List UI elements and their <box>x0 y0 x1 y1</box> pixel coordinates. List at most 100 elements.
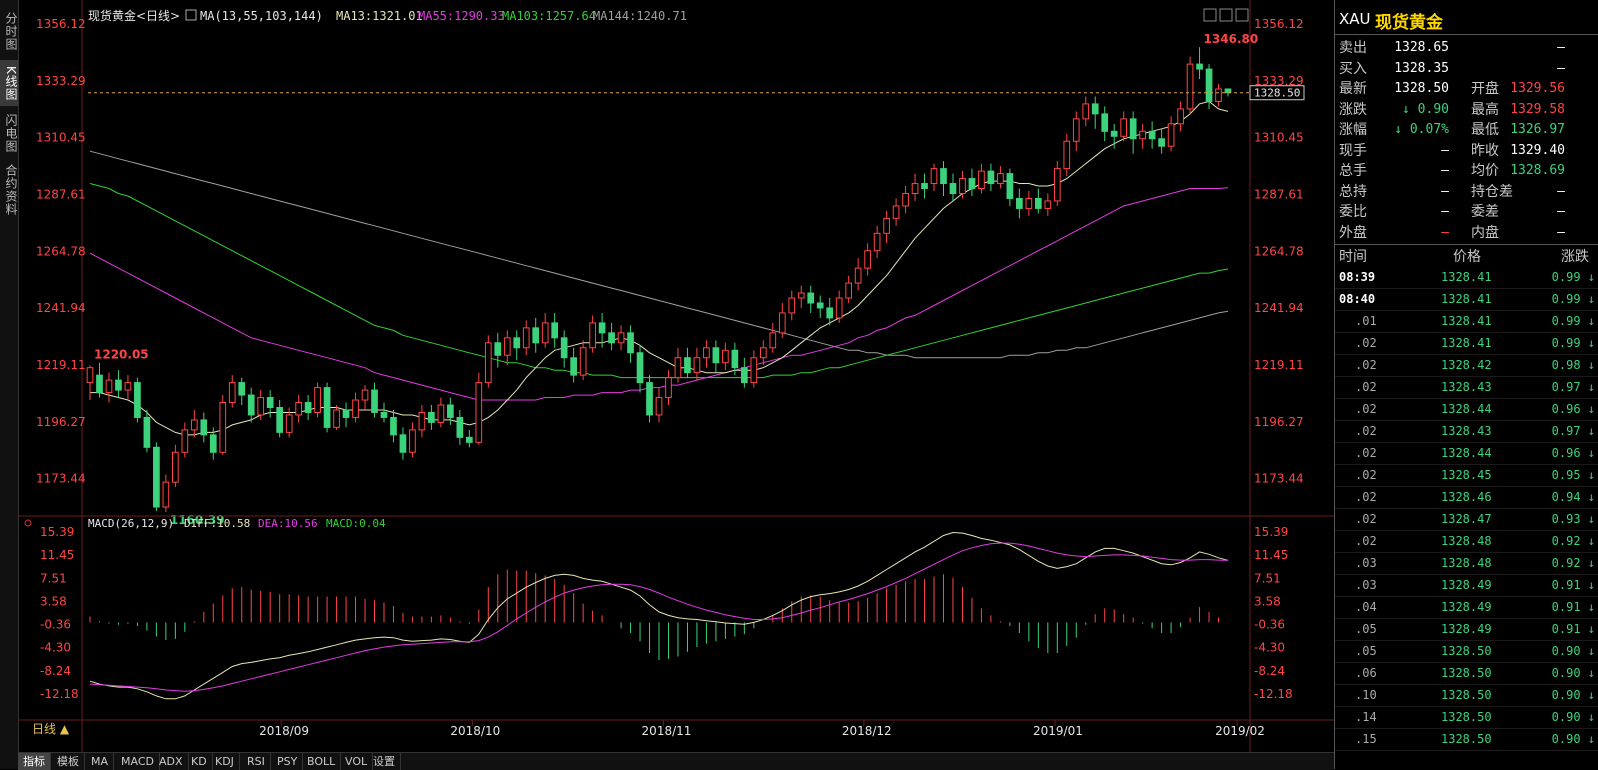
indicator-tab[interactable]: ADX <box>154 753 189 770</box>
tick-time: .02 <box>1355 490 1377 504</box>
candle-body <box>807 292 815 304</box>
candle-body <box>295 402 302 416</box>
diff-line <box>89 531 1229 700</box>
layout-icon[interactable] <box>1203 8 1217 22</box>
macd-tick-left: -12.18 <box>40 687 79 701</box>
indicator-tab[interactable]: 模板 <box>52 753 85 770</box>
candle-body <box>1044 200 1052 209</box>
candle-body <box>143 416 151 448</box>
tick-change: 0.99 ↓ <box>1551 314 1595 328</box>
indicator-tab[interactable]: 指标 <box>18 753 51 770</box>
tick-time: .02 <box>1355 380 1377 394</box>
indicator-tab[interactable]: MA <box>86 753 115 770</box>
quote-value: — <box>1441 224 1449 240</box>
candle-body <box>484 342 492 384</box>
period-selector[interactable]: 日线 ▲ <box>32 722 70 736</box>
quote-label: 持仓差 <box>1471 183 1513 200</box>
candle-body <box>1072 118 1080 142</box>
tick-change: 0.90 ↓ <box>1551 710 1595 724</box>
quote-label: 涨幅 <box>1339 122 1367 138</box>
indicator-tab[interactable]: RSI <box>242 753 271 770</box>
candle-body <box>522 327 530 349</box>
tab-timeshare[interactable]: 分时图 <box>4 11 18 51</box>
candle-body <box>1129 118 1137 140</box>
macd-settings-icon[interactable] <box>24 519 32 527</box>
tick-change: 0.97 ↓ <box>1551 424 1595 438</box>
quote-label: 开盘 <box>1471 81 1499 97</box>
tick-change: 0.99 ↓ <box>1551 336 1595 350</box>
ma-settings-icon[interactable] <box>185 9 197 21</box>
quote-value: 1326.97 <box>1510 122 1565 137</box>
macd-tick-left: 3.58 <box>40 594 67 608</box>
tick-row: .14 1328.50 0.90 ↓ <box>1335 706 1598 729</box>
indicator-tab[interactable]: MACD <box>116 753 160 770</box>
indicator-tab[interactable]: VOL <box>340 753 374 770</box>
quote-label: 现手 <box>1339 142 1367 159</box>
ma13-line <box>90 100 1229 436</box>
tick-change: 0.91 ↓ <box>1551 622 1595 636</box>
macd-tick-right: 7.51 <box>1254 571 1281 585</box>
tick-time: 08:39 <box>1339 270 1376 284</box>
candle-body <box>503 337 511 356</box>
candle-body <box>285 414 293 433</box>
candle-body <box>399 434 407 453</box>
macd-params: MACD(26,12,9) <box>88 517 174 530</box>
kline-chart[interactable]: 现货黄金<日线> MA(13,55,103,144) MA13:1321.01 … <box>18 0 1334 752</box>
quote-label: 总持 <box>1339 183 1367 200</box>
tick-price: 1328.49 <box>1441 600 1492 614</box>
indicator-tab[interactable]: PSY <box>272 753 304 770</box>
indicator-tab[interactable]: KD <box>186 753 213 770</box>
candle-body <box>911 183 919 195</box>
candle-body <box>835 297 843 319</box>
tick-price: 1328.50 <box>1441 710 1492 724</box>
quote-label: 委差 <box>1471 204 1499 220</box>
indicator-tab[interactable]: 设置 <box>368 753 401 770</box>
candle-body <box>409 429 416 453</box>
tick-header-time: 时间 <box>1339 249 1367 265</box>
candle-body <box>731 349 739 369</box>
candle-body <box>703 347 710 359</box>
candle-body <box>921 183 928 190</box>
indicator-tab[interactable]: BOLL <box>302 753 342 770</box>
candle-body <box>627 332 634 354</box>
indicator-tab[interactable]: KDJ <box>210 753 240 770</box>
tick-price: 1328.47 <box>1441 512 1492 526</box>
window-icon[interactable] <box>1219 8 1233 22</box>
panel-divider <box>1335 34 1598 35</box>
price-tick-left: 1310.45 <box>36 131 86 145</box>
candle-body <box>646 382 653 416</box>
tick-change: 0.90 ↓ <box>1551 644 1595 658</box>
candle-body <box>949 183 957 195</box>
ma103-line <box>89 183 1229 379</box>
tick-row: .05 1328.49 0.91 ↓ <box>1335 618 1598 641</box>
tick-row: 08:40 1328.41 0.99 ↓ <box>1335 288 1598 311</box>
candle-body <box>361 389 369 401</box>
candle-body <box>769 332 777 349</box>
candle-body <box>1006 173 1014 199</box>
tick-change: 0.90 ↓ <box>1551 732 1595 746</box>
tab-kline[interactable]: K线图 <box>0 60 18 106</box>
price-tick-right: 1264.78 <box>1254 244 1304 258</box>
date-label: 2018/10 <box>450 724 500 738</box>
quote-row: 总手 — 均价 1328.69 <box>1335 161 1598 181</box>
quote-row: 最新 1328.50 开盘 1329.56 <box>1335 79 1598 99</box>
tick-price: 1328.50 <box>1441 688 1492 702</box>
tab-contract-info[interactable]: 合约资料 <box>4 164 18 216</box>
candle-body <box>1148 130 1156 140</box>
candle-body <box>86 367 94 384</box>
ma-lines <box>89 100 1229 436</box>
candle-body <box>873 232 881 252</box>
close-icon[interactable] <box>1235 8 1249 22</box>
quote-row: 现手 — 昨收 1329.40 <box>1335 141 1598 161</box>
macd-tick-right: -0.36 <box>1254 618 1285 632</box>
tick-time: .02 <box>1355 468 1377 482</box>
quote-label: 总手 <box>1339 163 1367 179</box>
tab-flash[interactable]: 闪电图 <box>4 113 18 153</box>
quote-value: 1328.65 <box>1394 40 1449 55</box>
candle-body <box>797 292 805 299</box>
candle-body <box>560 337 568 359</box>
candle-body <box>1177 108 1184 125</box>
candle-body <box>238 382 246 396</box>
quote-label: 卖出 <box>1339 40 1367 56</box>
tick-header-price: 价格 <box>1453 249 1481 265</box>
